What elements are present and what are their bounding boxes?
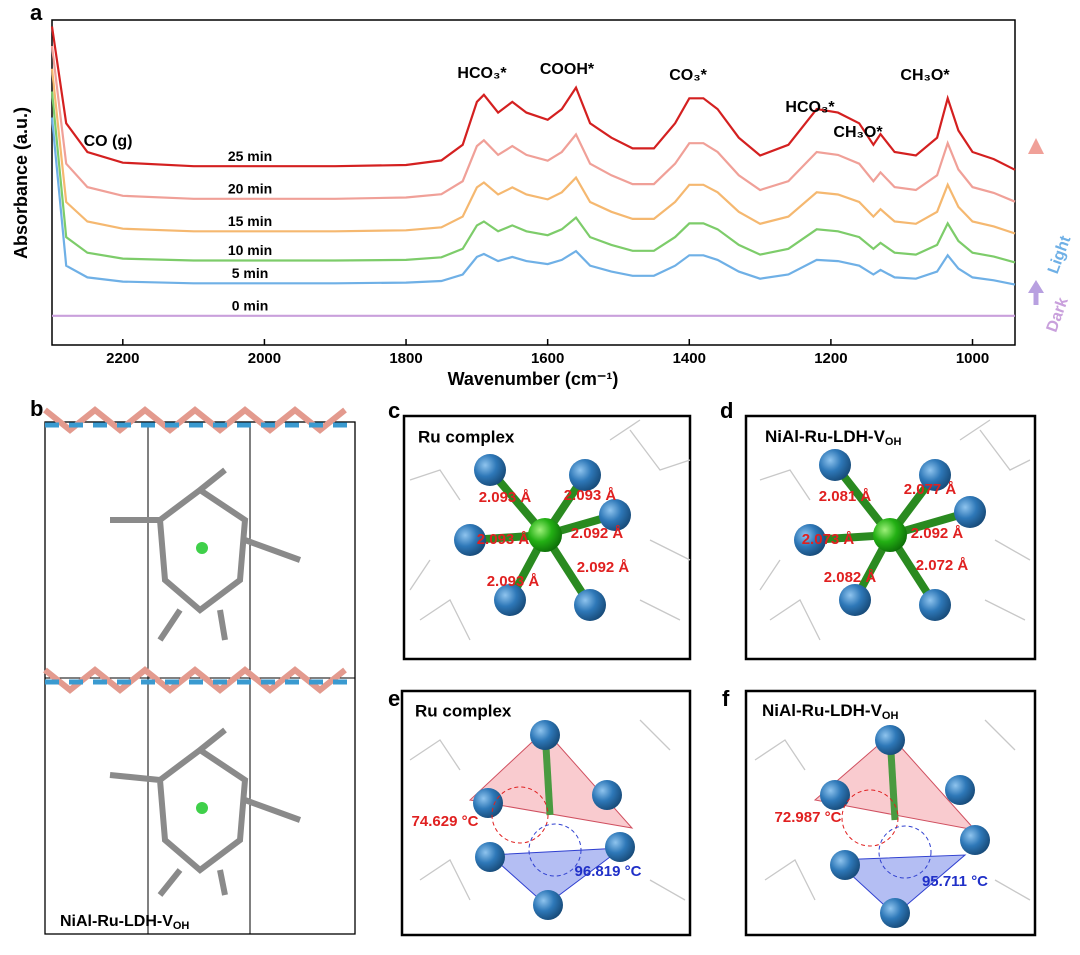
bond-label: 2.081 Å xyxy=(819,488,872,505)
angle-label: 74.629 °C xyxy=(412,813,479,830)
peak-annotation: HCO₃* xyxy=(785,99,835,116)
spectrum-line xyxy=(50,91,1016,264)
panel-c: c Ru complex 2.093 Å 2.093 Å 2.093 Å 2.0… xyxy=(388,398,692,661)
panel-d: d NiAl-Ru-LDH-VOH 2.081 Å 2.077 Å 2.073 … xyxy=(720,398,1037,661)
series-label: 15 min xyxy=(228,213,272,229)
x-tick-label: 1000 xyxy=(956,350,989,367)
x-tick-label: 1600 xyxy=(531,350,564,367)
bond-label: 2.082 Å xyxy=(824,569,877,586)
peak-annotation: HCO₃* xyxy=(457,65,507,82)
x-tick-label: 1200 xyxy=(814,350,847,367)
peak-annotation: CO₃* xyxy=(669,67,707,84)
light-label: Light xyxy=(1045,233,1075,276)
angle-label: 96.819 °C xyxy=(575,863,642,880)
bond-label: 2.092 Å xyxy=(577,559,630,576)
bond-label: 2.093 Å xyxy=(487,573,540,590)
peak-annotation: CH₃O* xyxy=(833,124,883,141)
peak-annotation: CH₃O* xyxy=(900,67,950,84)
bond-label: 2.073 Å xyxy=(802,531,855,548)
bond-label: 2.072 Å xyxy=(916,557,969,574)
panel-label: e xyxy=(388,686,400,711)
panel-title: Ru complex xyxy=(418,427,515,446)
panel-f: f NiAl-Ru-LDH-VOH 72.987 °C 95.711 °C xyxy=(722,686,1037,937)
bond-label: 2.093 Å xyxy=(564,487,617,504)
arrow-head xyxy=(1028,280,1044,293)
arrow-head xyxy=(1028,138,1044,154)
panel-label: d xyxy=(720,398,733,423)
panel-e: e Ru complex 74.629 °C 96.819 °C xyxy=(388,686,692,937)
series-label: 10 min xyxy=(228,242,272,258)
bond-label: 2.077 Å xyxy=(904,481,957,498)
x-axis-label: Wavenumber (cm⁻¹) xyxy=(448,369,619,389)
bond-label: 2.093 Å xyxy=(479,489,532,506)
peak-annotation: CO (g) xyxy=(84,133,133,150)
panel-b: b NiAl-Ru-LDH-VOH xyxy=(30,396,356,935)
dark-label: Dark xyxy=(1044,295,1072,334)
angle-label: 95.711 °C xyxy=(922,873,988,890)
x-tick-label: 2200 xyxy=(106,350,139,367)
panel-label: a xyxy=(30,0,43,25)
x-tick-label: 1400 xyxy=(673,350,706,367)
series-label: 0 min xyxy=(232,297,269,313)
bond-label: 2.092 Å xyxy=(911,525,964,542)
panel-title: NiAl-Ru-LDH-VOH xyxy=(765,427,901,447)
spectrum-line xyxy=(50,68,1016,235)
caption: NiAl-Ru-LDH-VOH xyxy=(60,913,189,932)
spectrum-line xyxy=(50,117,1016,286)
panel-label: c xyxy=(388,398,400,423)
spectrum-line xyxy=(50,26,1016,171)
panel-label: f xyxy=(722,686,730,711)
bond-label: 2.093 Å xyxy=(477,531,530,548)
angle-label: 72.987 °C xyxy=(775,809,842,826)
y-axis-label: Absorbance (a.u.) xyxy=(11,107,31,259)
series-label: 20 min xyxy=(228,180,272,196)
plot-frame xyxy=(51,19,1016,346)
panel-title: NiAl-Ru-LDH-VOH xyxy=(762,701,898,721)
x-tick-label: 2000 xyxy=(248,350,281,367)
series-label: 5 min xyxy=(232,265,269,281)
panel-label: b xyxy=(30,396,43,421)
x-tick-label: 1800 xyxy=(389,350,422,367)
panel-title: Ru complex xyxy=(415,701,512,720)
bond-label: 2.092 Å xyxy=(571,525,624,542)
series-label: 25 min xyxy=(228,148,272,164)
spectrum-line xyxy=(50,45,1016,203)
peak-annotation: COOH* xyxy=(540,61,595,78)
